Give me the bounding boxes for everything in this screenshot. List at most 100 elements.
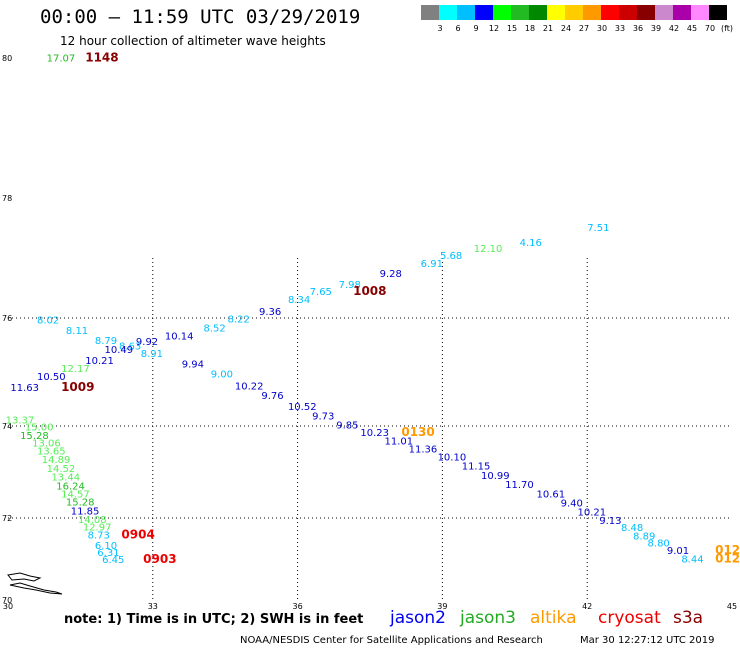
scale-swatch	[493, 5, 511, 20]
wave-height-label: 10.14	[165, 332, 194, 343]
wave-height-label: 7.98	[339, 280, 361, 291]
pass-time-label: 0128	[715, 551, 740, 565]
wave-height-label: 15.00	[25, 423, 54, 434]
wave-height-label: 14.57	[61, 489, 90, 500]
pass-time-label: 0130	[401, 425, 434, 439]
pass-time-label: 1148	[85, 51, 118, 65]
wave-height-label: 15.28	[66, 498, 95, 509]
scale-label: 18	[524, 24, 536, 33]
wave-height-label: 15.28	[20, 431, 49, 442]
wave-height-label: 8.79	[95, 336, 117, 347]
wave-height-label: 10.10	[438, 453, 467, 464]
lat-lon-grid	[8, 258, 732, 600]
wave-height-label: 10.52	[288, 402, 317, 413]
wave-height-label: 17.07	[47, 54, 76, 65]
wave-height-label: 8.89	[633, 531, 655, 542]
wave-height-label: 13.06	[32, 439, 61, 450]
scale-swatch	[673, 5, 691, 20]
longitude-label: 39	[437, 602, 447, 611]
units-note: note: 1) Time is in UTC; 2) SWH is in fe…	[64, 612, 364, 627]
legend-jason2: jason2	[390, 608, 446, 628]
wave-height-label: 10.21	[578, 508, 607, 519]
wave-height-label: 6.91	[421, 259, 443, 270]
scale-swatch	[475, 5, 493, 20]
wave-height-label: 8.34	[288, 295, 310, 306]
chart-title: 00:00 – 11:59 UTC 03/29/2019	[40, 6, 361, 28]
pass-time-label: 0903	[143, 552, 176, 566]
wave-height-label: 11.70	[505, 480, 534, 491]
wave-height-label: 9.13	[599, 516, 621, 527]
scale-swatch	[565, 5, 583, 20]
scale-label: 12	[488, 24, 500, 33]
wave-height-label: 10.61	[537, 489, 566, 500]
wave-height-label: 9.76	[261, 391, 283, 402]
wave-height-label: 7.51	[587, 223, 609, 234]
longitude-label: 33	[148, 602, 158, 611]
wave-height-label: 14.52	[47, 464, 76, 475]
wave-height-label: 6.31	[97, 548, 119, 559]
scale-swatch	[583, 5, 601, 20]
legend-jason3: jason3	[460, 608, 516, 628]
scale-swatch	[421, 5, 439, 20]
wave-height-label: 9.73	[312, 412, 334, 423]
wave-height-label: 12.10	[474, 244, 503, 255]
wave-height-label: 13.44	[51, 472, 80, 483]
longitude-label: 42	[582, 602, 592, 611]
latitude-label: 74	[2, 422, 12, 431]
wave-height-label: 8.91	[141, 349, 163, 360]
scale-swatch	[637, 5, 655, 20]
scale-swatch	[619, 5, 637, 20]
scale-label: 21	[542, 24, 554, 33]
wave-height-label: 9.28	[380, 269, 402, 280]
scale-label: 6	[455, 24, 461, 33]
wave-height-label: 7.65	[310, 287, 332, 298]
scale-label: 27	[578, 24, 590, 33]
scale-label: 15	[506, 24, 518, 33]
wave-height-label: 8.73	[88, 531, 110, 542]
wave-height-label: 9.92	[136, 337, 158, 348]
wave-height-label: 11.36	[409, 445, 438, 456]
scale-label: 3	[437, 24, 443, 33]
chart-subtitle: 12 hour collection of altimeter wave hei…	[60, 34, 326, 48]
wave-height-label: 10.22	[235, 381, 264, 392]
wave-height-label: 5.68	[440, 251, 462, 262]
scale-swatch	[529, 5, 547, 20]
wave-height-label: 13.37	[6, 415, 35, 426]
wave-height-label: 10.49	[105, 345, 134, 356]
wave-height-label: 8.11	[66, 326, 88, 337]
wave-height-label: 10.21	[85, 356, 114, 367]
scale-swatch	[439, 5, 457, 20]
scale-swatch	[457, 5, 475, 20]
pass-time-label: 1008	[353, 284, 386, 298]
scale-label: 33	[614, 24, 626, 33]
wave-height-observations: 17.07 11487.514.1612.105.686.919.287.9810…	[6, 51, 740, 567]
wave-height-label: 4.16	[520, 238, 542, 249]
wave-height-label: 6.10	[95, 541, 117, 552]
wave-height-label: 8.02	[37, 315, 59, 326]
wave-height-label: 10.99	[481, 471, 510, 482]
wave-height-label: 8.52	[203, 324, 225, 335]
longitude-label: 45	[727, 602, 737, 611]
scale-label: 24	[560, 24, 572, 33]
longitude-labels: 30 33 36 39 42 45	[3, 602, 737, 611]
generated-timestamp: Mar 30 12:27:12 UTC 2019	[580, 635, 715, 646]
latitude-label: 70	[2, 596, 12, 605]
latitude-label: 80	[2, 54, 12, 63]
wave-height-label: 9.01	[667, 546, 689, 557]
wave-height-label: 14.89	[42, 455, 71, 466]
pass-time-label: 1009	[61, 380, 94, 394]
legend-s3a: s3a	[673, 608, 704, 628]
scale-label: 39	[650, 24, 662, 33]
wave-height-label: 9.94	[182, 360, 204, 371]
wave-height-label: 16.24	[56, 481, 85, 492]
wave-height-label: 9.36	[259, 307, 281, 318]
wave-height-label: 11.15	[462, 462, 491, 473]
wave-height-label: 8.48	[621, 523, 643, 534]
longitude-label: 30	[3, 602, 13, 611]
scale-swatch	[709, 5, 727, 20]
wave-height-label: 8.80	[648, 539, 670, 550]
latitude-labels: 80 78 76 74 72 70	[2, 54, 12, 605]
wave-height-label: 10.50	[37, 372, 66, 383]
legend-cryosat: cryosat	[598, 608, 661, 628]
credit-line: NOAA/NESDIS Center for Satellite Applica…	[240, 635, 543, 646]
